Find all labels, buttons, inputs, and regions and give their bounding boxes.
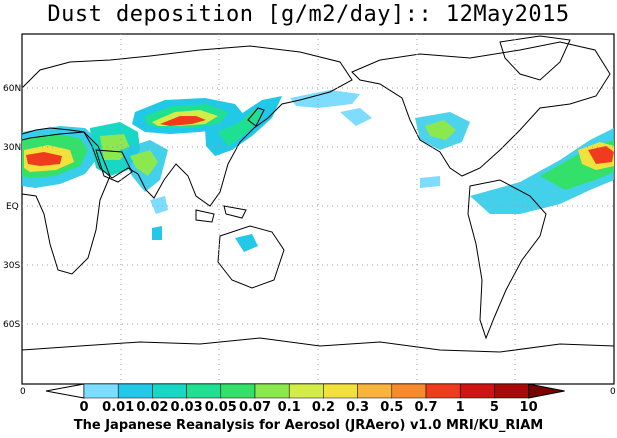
credit-line: The Japanese Reanalysis for Aerosol (JRA… bbox=[73, 418, 544, 433]
colorbar-swatch bbox=[83, 383, 119, 399]
lat-label-60n: 60N bbox=[3, 84, 21, 94]
colorbar-swatches bbox=[45, 383, 565, 399]
colorbar-tick-label: 0.1 bbox=[278, 400, 301, 415]
lat-label-30s: 30S bbox=[3, 261, 20, 271]
colorbar-labels: 0 0.01 0.02 0.03 0.05 0.07 0.1 0.2 0.3 0.5 0.7 1 5 10 bbox=[79, 400, 537, 415]
colorbar-tick-label: 0.7 bbox=[414, 400, 437, 415]
map-title: Dust deposition [g/m2/day]:: 12May2015 bbox=[47, 2, 570, 27]
lon-label-right: 0 bbox=[610, 387, 616, 397]
colorbar-swatch bbox=[425, 383, 461, 399]
colorbar-tick-label: 0 bbox=[79, 400, 88, 415]
colorbar-arrow-max bbox=[528, 383, 565, 399]
colorbar-swatch bbox=[152, 383, 187, 399]
colorbar-tick-label: 0.5 bbox=[380, 400, 403, 415]
colorbar-tick-label: 0.02 bbox=[136, 400, 168, 415]
colorbar-arrow-min bbox=[45, 383, 85, 399]
colorbar-swatch bbox=[186, 383, 222, 399]
colorbar-tick-label: 10 bbox=[520, 400, 538, 415]
lat-label-30n: 30N bbox=[3, 143, 21, 153]
colorbar-tick-label: 5 bbox=[490, 400, 499, 415]
colorbar-swatch bbox=[288, 383, 324, 399]
lat-label-60s: 60S bbox=[3, 320, 20, 330]
colorbar-tick-label: 0.07 bbox=[239, 400, 271, 415]
lat-label-eq: EQ bbox=[6, 202, 19, 212]
colorbar-tick-label: 0.03 bbox=[171, 400, 203, 415]
colorbar-tick-label: 0.3 bbox=[346, 400, 369, 415]
latitude-labels: 60N 30N EQ 30S 60S bbox=[3, 84, 21, 330]
colorbar-tick-label: 1 bbox=[456, 400, 465, 415]
colorbar-swatch bbox=[117, 383, 153, 399]
colorbar-swatch bbox=[459, 383, 495, 399]
gridlines bbox=[22, 34, 614, 384]
colorbar-swatch bbox=[220, 383, 256, 399]
colorbar-tick-label: 0.01 bbox=[102, 400, 134, 415]
colorbar-swatch bbox=[391, 383, 427, 399]
dust-shading bbox=[22, 90, 614, 252]
lon-label-left: 0 bbox=[20, 387, 26, 397]
colorbar-swatch bbox=[357, 383, 393, 399]
colorbar-swatch bbox=[323, 383, 358, 399]
coastlines bbox=[21, 35, 615, 353]
colorbar-tick-label: 0.05 bbox=[205, 400, 237, 415]
colorbar-tick-label: 0.2 bbox=[312, 400, 335, 415]
colorbar-swatch bbox=[254, 383, 290, 399]
colorbar-swatch bbox=[494, 383, 529, 399]
